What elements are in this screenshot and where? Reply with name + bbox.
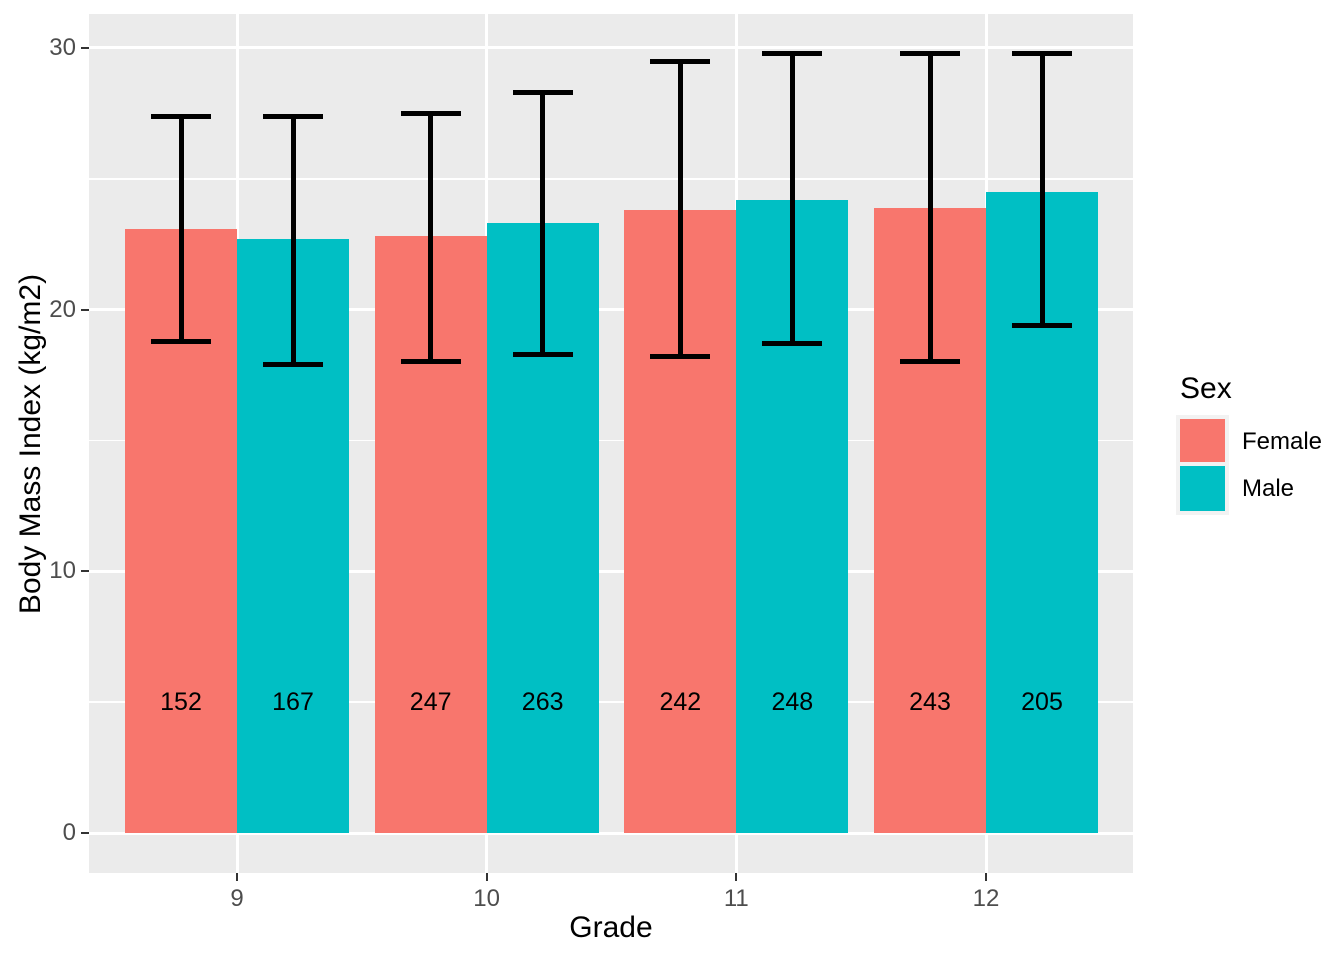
errorbar-cap-top-female-grade-9 [151, 113, 211, 119]
legend-swatch-female [1180, 419, 1225, 464]
errorbar-cap-top-female-grade-10 [400, 110, 461, 116]
x-tick-mark-11 [735, 873, 738, 881]
plot-panel: 152 247 242 243 167 263 248 205 [89, 14, 1133, 873]
legend-label-male: Male [1242, 474, 1295, 502]
errorbar-cap-bottom-male-grade-10 [512, 351, 573, 357]
errorbar-cap-bottom-female-grade-12 [900, 359, 960, 365]
bar-count-label: 242 [659, 688, 702, 717]
errorbar-cap-top-female-grade-12 [900, 50, 960, 56]
errorbar-line-male-grade-9 [290, 116, 296, 365]
y-tick-label-10: 10 [49, 557, 76, 585]
y-tick-mark-0 [81, 832, 89, 834]
x-tick-mark-10 [485, 873, 488, 881]
x-tick-label-12: 12 [972, 885, 1000, 912]
legend-items: Female Male [1180, 419, 1322, 511]
bar-count-label: 167 [272, 688, 314, 717]
gridline-minor-5 [89, 701, 1133, 703]
y-axis-title: Body Mass Index (kg/m2) [14, 273, 47, 615]
legend-item-male: Male [1180, 466, 1322, 511]
legend: Sex Female Male [1180, 372, 1322, 513]
y-tick-mark-30 [81, 46, 89, 49]
errorbar-cap-bottom-female-grade-9 [151, 338, 211, 344]
bar-count-label: 247 [409, 688, 452, 717]
legend-item-female: Female [1180, 419, 1322, 464]
legend-label-female: Female [1242, 427, 1323, 455]
gridline-major-30 [89, 46, 1133, 50]
gridline-major-0 [89, 831, 1133, 835]
errorbar-cap-bottom-male-grade-11 [762, 341, 823, 347]
errorbar-cap-top-male-grade-9 [263, 113, 323, 119]
gridline-minor-15 [89, 439, 1133, 442]
errorbar-line-female-grade-10 [428, 113, 434, 362]
bar-count-label: 248 [771, 688, 814, 717]
gridline-major-20 [89, 308, 1133, 312]
errorbar-cap-bottom-male-grade-12 [1012, 322, 1072, 328]
gridline-minor-25 [89, 178, 1133, 180]
errorbar-cap-bottom-female-grade-11 [650, 354, 711, 360]
y-tick-label-0: 0 [62, 819, 76, 846]
bar-count-label: 243 [909, 688, 951, 717]
y-tick-label-20: 20 [49, 295, 76, 323]
errorbar-cap-top-male-grade-11 [762, 50, 823, 56]
legend-title: Sex [1180, 372, 1232, 405]
y-tick-mark-20 [81, 308, 89, 311]
x-tick-label-10: 10 [473, 885, 500, 912]
errorbar-cap-top-male-grade-10 [512, 89, 573, 95]
errorbar-line-female-grade-12 [927, 53, 933, 362]
x-tick-label-9: 9 [230, 885, 244, 912]
bar-count-label: 263 [521, 688, 564, 717]
x-tick-mark-12 [985, 873, 987, 881]
errorbar-line-male-grade-12 [1039, 53, 1045, 326]
x-tick-label-11: 11 [723, 885, 749, 912]
bar-count-label: 152 [160, 688, 202, 717]
bar-count-label: 205 [1021, 688, 1063, 717]
errorbar-cap-bottom-male-grade-9 [263, 362, 323, 368]
legend-swatch-male [1180, 466, 1225, 511]
errorbar-line-male-grade-11 [789, 53, 795, 344]
gridline-major-10 [89, 569, 1133, 573]
x-axis-title: Grade [569, 911, 653, 944]
errorbar-cap-top-male-grade-12 [1012, 50, 1072, 56]
y-tick-mark-10 [81, 570, 89, 573]
errorbar-cap-top-female-grade-11 [650, 58, 711, 64]
errorbar-line-female-grade-11 [677, 61, 683, 357]
x-tick-mark-9 [236, 873, 238, 881]
errorbar-cap-bottom-female-grade-10 [400, 359, 461, 365]
errorbar-line-female-grade-9 [178, 116, 184, 342]
y-tick-label-30: 30 [49, 33, 76, 61]
errorbar-line-male-grade-10 [540, 92, 546, 355]
